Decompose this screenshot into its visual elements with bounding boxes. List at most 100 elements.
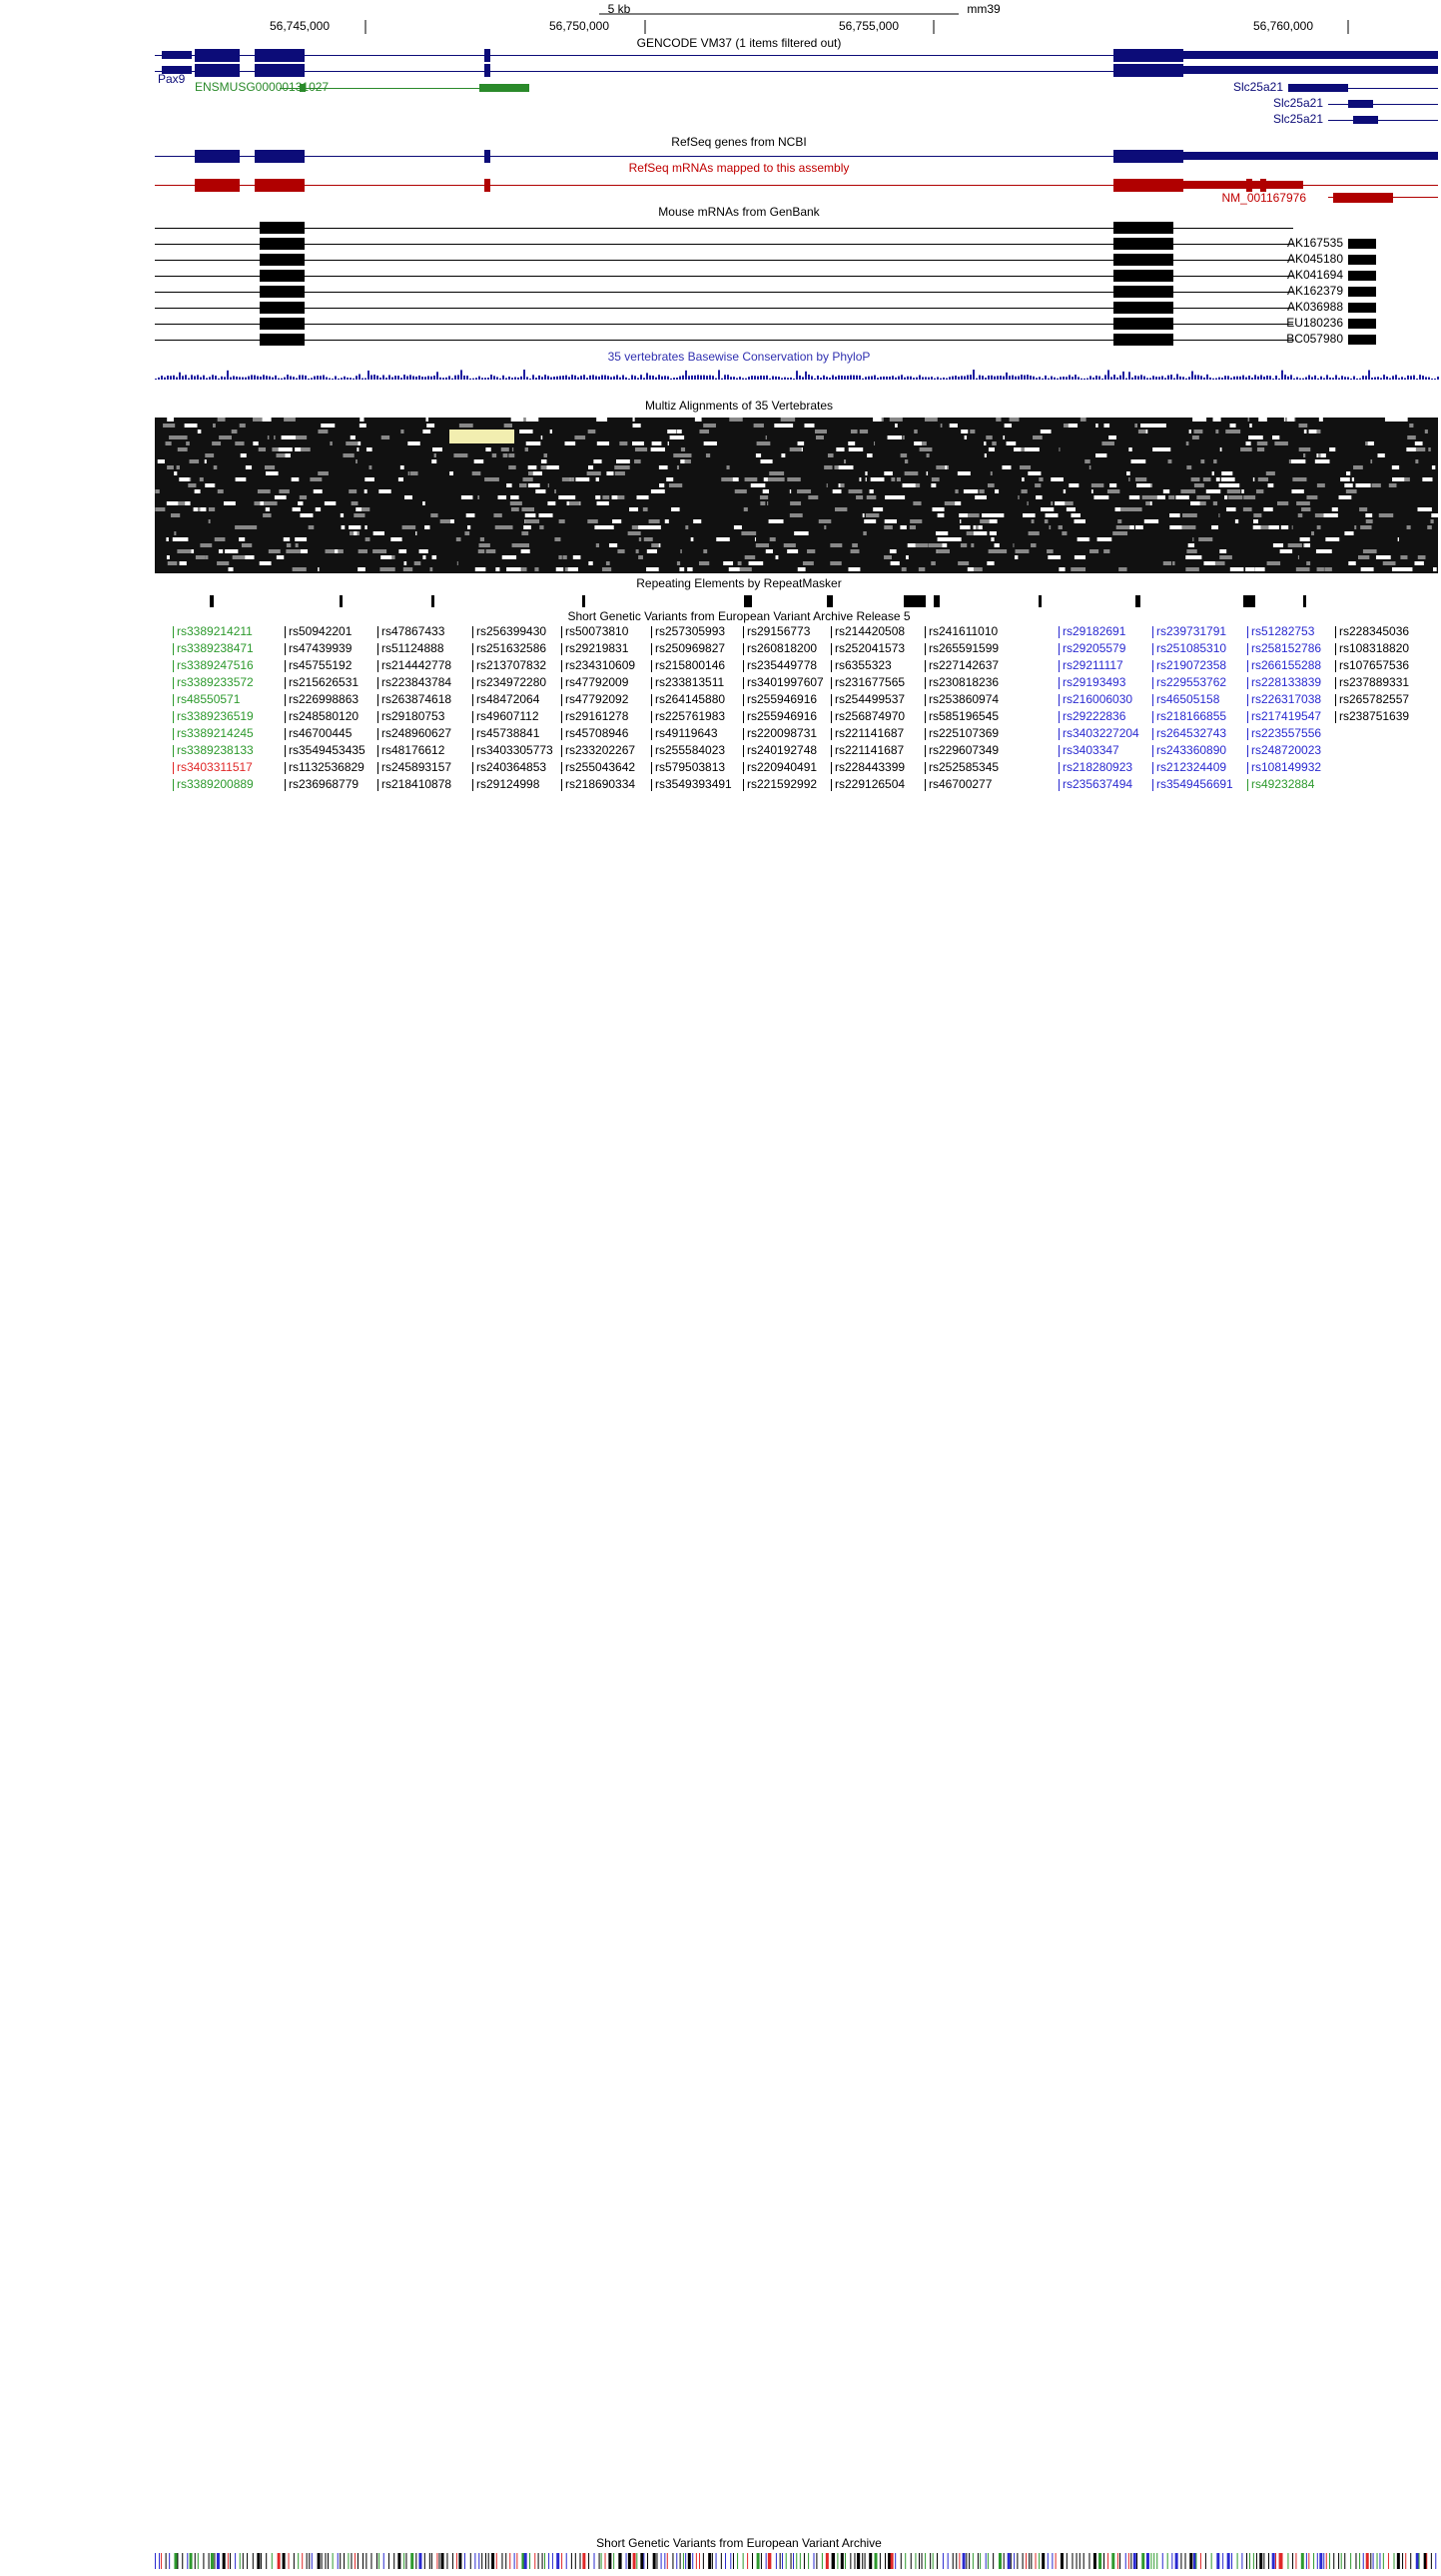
multiz-gap	[1417, 507, 1432, 511]
wiggle-bar	[1356, 378, 1358, 380]
wiggle-bar	[859, 375, 861, 380]
wiggle-bar	[1075, 375, 1077, 380]
mrna-line	[155, 340, 1293, 341]
variant-bar	[792, 2553, 794, 2569]
variant-bar	[1124, 2553, 1126, 2569]
variant-label: rs3389247516	[177, 658, 254, 672]
variant-label: rs228133839	[1251, 675, 1321, 689]
variant-bar	[1174, 2553, 1178, 2569]
multiz-gap	[1283, 418, 1295, 422]
mrna-exon	[1113, 318, 1173, 330]
wiggle-bar	[1353, 376, 1355, 380]
multiz-gap	[960, 519, 962, 523]
variant-bar	[985, 2553, 987, 2569]
variant-label: rs264145880	[655, 692, 725, 706]
wiggle-bar	[1021, 375, 1023, 380]
multiz-gap	[364, 525, 367, 529]
variant-tick	[651, 762, 652, 774]
variant-bar	[332, 2553, 334, 2569]
variant-bar	[1136, 2553, 1138, 2569]
mrna-label: AK041694	[1287, 268, 1343, 282]
multiz-gap	[389, 555, 395, 559]
wiggle-bar	[658, 375, 660, 380]
variant-bar	[565, 2553, 567, 2569]
multiz-gap	[971, 543, 975, 547]
multiz-gap	[1143, 519, 1159, 523]
multiz-gap	[818, 519, 832, 523]
wiggle-bar	[463, 375, 465, 380]
wiggle-bar	[385, 378, 387, 380]
multiz-gap	[1316, 453, 1326, 457]
multiz-gap	[268, 549, 281, 553]
variant-tick	[1059, 711, 1060, 723]
multiz-gap	[1175, 495, 1189, 499]
multiz-gap	[1169, 525, 1184, 529]
multiz-gap	[1301, 507, 1311, 511]
variant-label: rs3389200889	[177, 777, 254, 791]
multiz-gap	[155, 489, 160, 493]
variant-bar	[1393, 2553, 1395, 2569]
multiz-gap	[914, 429, 918, 433]
variant-tick	[1059, 779, 1060, 791]
multiz-gap	[407, 441, 420, 445]
multiz-gap	[970, 429, 976, 433]
multiz-gap	[1316, 483, 1325, 487]
multiz-gap	[301, 447, 311, 451]
multiz-gap	[212, 441, 222, 445]
multiz-gap	[426, 424, 435, 428]
wiggle-bar	[293, 377, 295, 380]
variant-bar	[666, 2553, 668, 2569]
multiz-gap	[402, 567, 413, 571]
variant-bar	[1292, 2553, 1294, 2569]
variant-bar	[636, 2553, 638, 2569]
wiggle-bar	[1042, 378, 1044, 380]
wiggle-bar	[415, 377, 417, 380]
multiz-gap	[358, 549, 368, 553]
variant-bar	[969, 2553, 971, 2569]
wiggle-bar	[613, 376, 615, 380]
multiz-gap	[838, 465, 854, 469]
variant-tick	[1059, 643, 1060, 655]
multiz-gap	[906, 555, 909, 559]
variant-label: rs6355323	[835, 658, 892, 672]
wiggle-bar	[218, 378, 220, 380]
multiz-gap	[940, 424, 943, 428]
mrna-exon	[1113, 238, 1173, 250]
mrna-track: AK167535AK045180AK041694AK162379AK036988…	[155, 222, 1376, 346]
multiz-gap	[1192, 537, 1194, 541]
wiggle-bar	[832, 375, 834, 380]
multiz-gap	[262, 418, 272, 422]
wiggle-bar	[955, 375, 957, 380]
variant-tick	[1335, 677, 1336, 689]
multiz-gap	[208, 507, 215, 511]
multiz-gap	[958, 561, 970, 565]
wiggle-bar	[1386, 376, 1388, 380]
variant-bar	[1007, 2553, 1011, 2569]
wiggle-bar	[1395, 375, 1397, 380]
wiggle-bar	[278, 378, 280, 380]
multiz-gap	[1296, 501, 1310, 505]
multiz-gap	[372, 549, 387, 553]
multiz-gap	[356, 459, 358, 463]
multiz-gap	[638, 555, 643, 559]
variant-bar	[1103, 2553, 1105, 2569]
multiz-gap	[278, 447, 293, 451]
multiz-gap	[1427, 525, 1432, 529]
multiz-gap	[527, 483, 540, 487]
variant-bar	[799, 2553, 801, 2569]
wiggle-bar	[364, 378, 366, 380]
variant-bar	[325, 2553, 327, 2569]
multiz-gap	[931, 561, 936, 565]
multiz-gap	[380, 435, 390, 439]
multiz-gap	[638, 537, 642, 541]
wiggle-bar	[835, 377, 837, 380]
multiz-gap	[205, 555, 209, 559]
multiz-gap	[1136, 483, 1151, 487]
multiz-gap	[186, 441, 190, 445]
variant-label: rs217419547	[1251, 709, 1321, 723]
variant-bar	[1313, 2553, 1315, 2569]
mrna-label: EU180236	[1286, 316, 1343, 330]
multiz-gap	[1200, 459, 1205, 463]
wiggle-bar	[1176, 374, 1178, 380]
wiggle-bar	[973, 370, 975, 380]
